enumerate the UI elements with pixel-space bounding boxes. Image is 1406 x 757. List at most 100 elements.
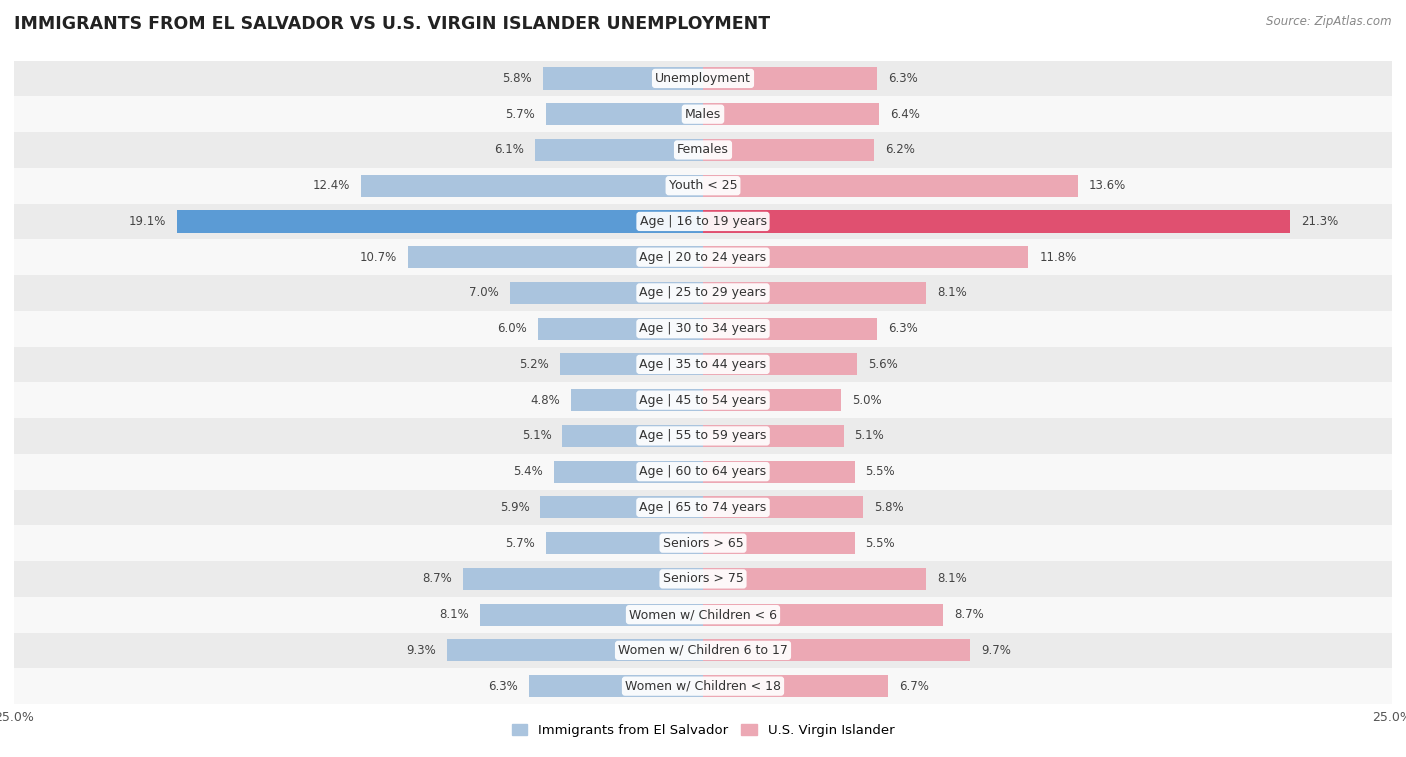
Text: Women w/ Children 6 to 17: Women w/ Children 6 to 17 (619, 644, 787, 657)
Bar (14, 168, 1392, 204)
Text: 8.1%: 8.1% (439, 608, 468, 621)
Bar (14, 418, 1392, 453)
Bar (543, 67, 703, 89)
Bar (14, 633, 1392, 668)
Text: 5.5%: 5.5% (866, 537, 896, 550)
Bar (703, 675, 887, 697)
Text: 5.8%: 5.8% (875, 501, 904, 514)
Text: 6.1%: 6.1% (494, 143, 524, 157)
Text: Women w/ Children < 18: Women w/ Children < 18 (626, 680, 780, 693)
Bar (14, 275, 1392, 311)
Text: Women w/ Children < 6: Women w/ Children < 6 (628, 608, 778, 621)
Text: Seniors > 65: Seniors > 65 (662, 537, 744, 550)
Bar (546, 103, 703, 125)
Text: Age | 60 to 64 years: Age | 60 to 64 years (640, 465, 766, 478)
Text: 5.6%: 5.6% (869, 358, 898, 371)
Text: 6.4%: 6.4% (890, 107, 921, 120)
Text: 8.7%: 8.7% (422, 572, 453, 585)
Bar (14, 490, 1392, 525)
Bar (703, 389, 841, 411)
Bar (14, 132, 1392, 168)
Bar (703, 425, 844, 447)
Bar (14, 597, 1392, 633)
Text: 8.1%: 8.1% (938, 572, 967, 585)
Bar (703, 175, 1078, 197)
Bar (537, 318, 703, 340)
Text: 4.8%: 4.8% (530, 394, 560, 407)
Bar (14, 561, 1392, 597)
Bar (703, 246, 1028, 268)
Text: 9.3%: 9.3% (406, 644, 436, 657)
Text: Age | 30 to 34 years: Age | 30 to 34 years (640, 322, 766, 335)
Text: 21.3%: 21.3% (1301, 215, 1339, 228)
Text: 8.7%: 8.7% (953, 608, 984, 621)
Bar (14, 61, 1392, 96)
Bar (703, 532, 855, 554)
Bar (534, 139, 703, 161)
Bar (540, 497, 703, 519)
Bar (14, 96, 1392, 132)
Bar (546, 532, 703, 554)
Bar (703, 640, 970, 662)
Text: 6.3%: 6.3% (887, 322, 917, 335)
Text: Age | 65 to 74 years: Age | 65 to 74 years (640, 501, 766, 514)
Bar (562, 425, 703, 447)
Bar (14, 668, 1392, 704)
Text: Unemployment: Unemployment (655, 72, 751, 85)
Text: 5.1%: 5.1% (522, 429, 551, 442)
Text: 10.7%: 10.7% (360, 251, 396, 263)
Bar (703, 139, 875, 161)
Bar (447, 640, 703, 662)
Bar (703, 103, 879, 125)
Text: 13.6%: 13.6% (1088, 179, 1126, 192)
Text: 5.5%: 5.5% (866, 465, 896, 478)
Text: 5.7%: 5.7% (505, 537, 534, 550)
Bar (408, 246, 703, 268)
Text: 6.2%: 6.2% (884, 143, 915, 157)
Bar (703, 460, 855, 483)
Text: Females: Females (678, 143, 728, 157)
Text: 7.0%: 7.0% (470, 286, 499, 300)
Text: Source: ZipAtlas.com: Source: ZipAtlas.com (1267, 15, 1392, 28)
Text: 6.7%: 6.7% (898, 680, 928, 693)
Bar (703, 67, 876, 89)
Bar (479, 603, 703, 626)
Bar (14, 239, 1392, 275)
Legend: Immigrants from El Salvador, U.S. Virgin Islander: Immigrants from El Salvador, U.S. Virgin… (506, 719, 900, 743)
Text: Age | 25 to 29 years: Age | 25 to 29 years (640, 286, 766, 300)
Text: Age | 20 to 24 years: Age | 20 to 24 years (640, 251, 766, 263)
Text: 8.1%: 8.1% (938, 286, 967, 300)
Bar (703, 354, 858, 375)
Bar (703, 210, 1289, 232)
Bar (14, 382, 1392, 418)
Bar (571, 389, 703, 411)
Text: 5.8%: 5.8% (502, 72, 531, 85)
Bar (14, 204, 1392, 239)
Text: 5.9%: 5.9% (499, 501, 530, 514)
Text: 6.3%: 6.3% (887, 72, 917, 85)
Text: Age | 45 to 54 years: Age | 45 to 54 years (640, 394, 766, 407)
Bar (14, 453, 1392, 490)
Text: 6.3%: 6.3% (489, 680, 519, 693)
Text: 6.0%: 6.0% (496, 322, 527, 335)
Bar (703, 497, 863, 519)
Text: IMMIGRANTS FROM EL SALVADOR VS U.S. VIRGIN ISLANDER UNEMPLOYMENT: IMMIGRANTS FROM EL SALVADOR VS U.S. VIRG… (14, 15, 770, 33)
Bar (560, 354, 703, 375)
Text: 5.4%: 5.4% (513, 465, 543, 478)
Bar (14, 347, 1392, 382)
Text: 5.1%: 5.1% (855, 429, 884, 442)
Text: 5.0%: 5.0% (852, 394, 882, 407)
Bar (361, 175, 703, 197)
Text: 11.8%: 11.8% (1039, 251, 1077, 263)
Text: 12.4%: 12.4% (314, 179, 350, 192)
Text: 9.7%: 9.7% (981, 644, 1011, 657)
Bar (177, 210, 703, 232)
Bar (463, 568, 703, 590)
Bar (530, 675, 703, 697)
Text: Age | 35 to 44 years: Age | 35 to 44 years (640, 358, 766, 371)
Bar (14, 525, 1392, 561)
Bar (14, 311, 1392, 347)
Text: Youth < 25: Youth < 25 (669, 179, 737, 192)
Text: Age | 55 to 59 years: Age | 55 to 59 years (640, 429, 766, 442)
Text: Age | 16 to 19 years: Age | 16 to 19 years (640, 215, 766, 228)
